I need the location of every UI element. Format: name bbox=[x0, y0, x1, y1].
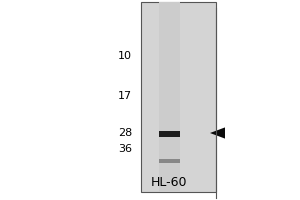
Bar bbox=[159, 2, 180, 192]
Text: 28: 28 bbox=[118, 128, 132, 138]
Text: HL-60: HL-60 bbox=[151, 176, 188, 188]
Bar bbox=[159, 159, 180, 163]
Bar bbox=[141, 2, 216, 192]
Bar bbox=[159, 131, 180, 137]
Text: 17: 17 bbox=[118, 91, 132, 101]
Text: 10: 10 bbox=[118, 51, 132, 61]
Polygon shape bbox=[210, 127, 225, 139]
Text: 36: 36 bbox=[118, 144, 132, 154]
